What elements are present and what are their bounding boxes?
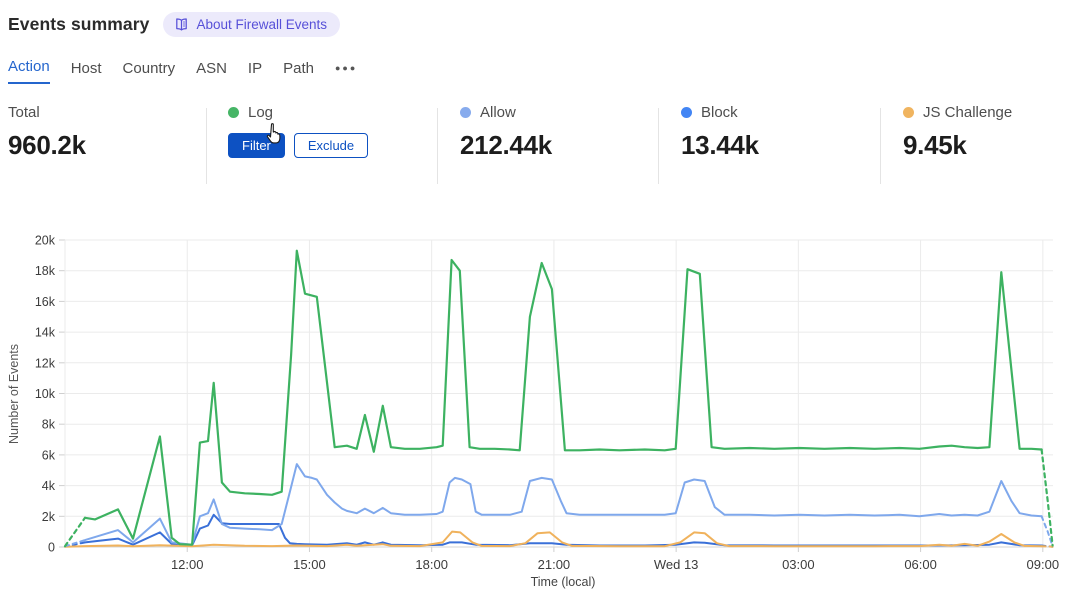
svg-text:09:00: 09:00 (1027, 557, 1060, 572)
stat-log-label: Log (248, 104, 274, 121)
stat-log: Log Filter Exclude (228, 104, 369, 158)
y-axis-label: Number of Events (7, 344, 21, 444)
stats-row: Total 960.2k Log Filter Exclude Allow 21… (0, 104, 1068, 188)
svg-text:15:00: 15:00 (293, 557, 326, 572)
tab-action[interactable]: Action (8, 58, 50, 84)
page-title: Events summary (8, 14, 150, 34)
tab-ip[interactable]: IP (247, 60, 263, 77)
svg-text:12k: 12k (35, 356, 56, 370)
divider (206, 108, 207, 184)
svg-text:06:00: 06:00 (904, 557, 937, 572)
chart-canvas[interactable]: 0 2k 4k 6k 8k 10k 12k 14k 16k 18k 20k 12:00 15:00 18:… (0, 228, 1068, 598)
svg-text:03:00: 03:00 (782, 557, 815, 572)
allow-legend-dot (460, 107, 471, 118)
more-tabs-button[interactable]: ●●● (334, 63, 358, 73)
series-log-line (83, 249, 1043, 546)
events-time-series-chart[interactable]: 0 2k 4k 6k 8k 10k 12k 14k 16k 18k 20k 12:00 15:00 18:… (0, 228, 1068, 598)
svg-text:12:00: 12:00 (171, 557, 204, 572)
svg-text:10k: 10k (35, 387, 56, 401)
svg-text:21:00: 21:00 (538, 557, 571, 572)
series-allow-line (84, 463, 1043, 546)
stat-total: Total 960.2k (8, 104, 86, 161)
stat-js-challenge-value: 9.45k (903, 130, 967, 160)
stat-block: Block 13.44k (681, 104, 759, 161)
svg-text:Wed 13: Wed 13 (654, 557, 699, 572)
svg-text:16k: 16k (35, 295, 56, 309)
svg-text:14k: 14k (35, 326, 56, 340)
tab-path[interactable]: Path (283, 60, 314, 77)
stat-js-challenge-label: JS Challenge (923, 104, 1013, 121)
stat-total-label: Total (8, 104, 40, 121)
series-allow-dashed (1040, 515, 1054, 548)
divider (437, 108, 438, 184)
svg-text:20k: 20k (35, 234, 56, 248)
stat-total-value: 960.2k (8, 130, 86, 160)
svg-text:2k: 2k (42, 510, 56, 524)
book-icon (176, 18, 188, 31)
series-block-line (84, 513, 1043, 547)
js-challenge-legend-dot (903, 107, 914, 118)
stat-block-label: Block (701, 104, 738, 121)
svg-text:8k: 8k (42, 418, 56, 432)
stat-allow-label: Allow (480, 104, 516, 121)
filter-button[interactable]: Filter (228, 133, 285, 158)
series-allow-dashed (64, 539, 86, 548)
log-legend-dot (228, 107, 239, 118)
stat-allow-value: 212.44k (460, 130, 552, 160)
tab-bar: Action Host Country ASN IP Path ●●● (8, 58, 357, 84)
header: Events summary About Firewall Events (8, 12, 341, 37)
stat-js-challenge: JS Challenge 9.45k (903, 104, 1012, 161)
block-legend-dot (681, 107, 692, 118)
series-log-dashed (63, 516, 87, 548)
tab-host[interactable]: Host (70, 60, 102, 77)
series-log-dashed (1040, 448, 1054, 547)
tab-asn[interactable]: ASN (196, 60, 227, 77)
series-js-challenge-dashed (1040, 545, 1054, 548)
svg-text:6k: 6k (42, 448, 56, 462)
svg-text:18k: 18k (35, 264, 56, 278)
svg-text:0: 0 (48, 541, 55, 555)
exclude-button[interactable]: Exclude (293, 133, 369, 158)
about-badge-label: About Firewall Events (196, 17, 328, 32)
x-axis-label: Time (local) (531, 575, 596, 589)
about-firewall-events-link[interactable]: About Firewall Events (163, 12, 341, 37)
divider (880, 108, 881, 184)
series-js-challenge-line (64, 530, 1043, 548)
divider (658, 108, 659, 184)
stat-allow: Allow 212.44k (460, 104, 552, 161)
tab-country[interactable]: Country (122, 60, 176, 77)
svg-text:18:00: 18:00 (415, 557, 448, 572)
svg-text:4k: 4k (42, 479, 56, 493)
stat-block-value: 13.44k (681, 130, 759, 160)
